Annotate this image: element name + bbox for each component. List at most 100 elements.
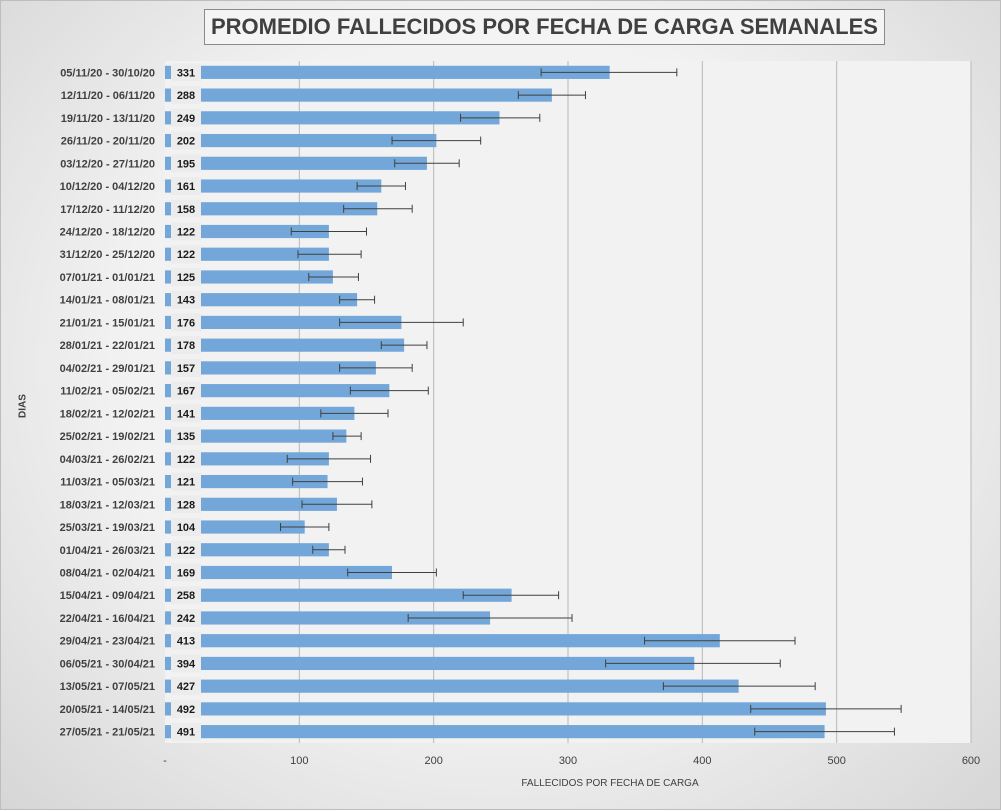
data-label-box	[171, 540, 201, 559]
bar	[165, 293, 358, 307]
data-label-box	[171, 222, 201, 241]
category-label: 06/05/21 - 30/04/21	[60, 658, 155, 670]
bar	[165, 270, 333, 284]
data-label: 394	[177, 658, 196, 670]
data-label: 176	[177, 317, 195, 329]
data-label: 122	[177, 545, 195, 557]
x-tick-label: 200	[424, 755, 442, 767]
category-label: 26/11/20 - 20/11/20	[61, 136, 155, 148]
category-label: 22/04/21 - 16/04/21	[60, 613, 155, 625]
bar	[165, 247, 329, 261]
data-label-box	[171, 608, 201, 627]
category-label: 27/05/21 - 21/05/21	[60, 727, 155, 739]
category-label: 13/05/21 - 07/05/21	[60, 681, 155, 693]
data-label: 202	[177, 136, 195, 148]
bar	[165, 679, 739, 693]
data-label: 161	[177, 181, 195, 193]
data-label: 288	[177, 90, 195, 102]
category-label: 24/12/20 - 18/12/20	[60, 227, 155, 239]
bar	[165, 338, 405, 352]
category-label: 19/11/20 - 13/11/20	[61, 113, 155, 125]
data-label-box	[171, 449, 201, 468]
data-label: 413	[177, 636, 195, 648]
category-label: 14/01/21 - 08/01/21	[60, 295, 155, 307]
data-label: 331	[177, 67, 195, 79]
category-label: 07/01/21 - 01/01/21	[60, 272, 155, 284]
bar	[165, 588, 512, 602]
data-label: 167	[177, 386, 195, 398]
bar	[165, 65, 610, 79]
data-label-box	[171, 563, 201, 582]
category-label: 17/12/20 - 11/12/20	[60, 204, 155, 216]
data-label: 122	[177, 454, 195, 466]
data-label: 128	[177, 499, 195, 511]
x-axis-title: FALLECIDOS POR FECHA DE CARGA	[521, 778, 699, 789]
category-label: 15/04/21 - 09/04/21	[60, 590, 155, 602]
x-tick-label: 300	[559, 755, 577, 767]
data-label-box	[171, 358, 201, 377]
bar	[165, 656, 695, 671]
data-label-box	[171, 677, 201, 696]
category-label: 05/11/20 - 30/10/20	[60, 67, 155, 79]
data-label-box	[171, 722, 201, 741]
category-label: 31/12/20 - 25/12/20	[60, 249, 155, 261]
bar	[165, 133, 437, 148]
category-label: 03/12/20 - 27/11/20	[60, 158, 155, 170]
data-label-box	[171, 336, 201, 355]
bar	[165, 224, 329, 239]
bar	[165, 156, 427, 170]
data-label-box	[171, 631, 201, 650]
category-label: 01/04/21 - 26/03/21	[60, 545, 155, 557]
data-label: 258	[177, 590, 195, 602]
category-label: 04/02/21 - 29/01/21	[60, 363, 155, 375]
data-label-box	[171, 131, 201, 150]
x-tick-label: 600	[962, 755, 980, 767]
bar	[165, 406, 355, 420]
data-label-box	[171, 404, 201, 423]
category-label: 29/04/21 - 23/04/21	[60, 636, 155, 648]
data-label-box	[171, 699, 201, 718]
data-label: 427	[177, 681, 195, 693]
category-label: 11/02/21 - 05/02/21	[60, 386, 155, 398]
category-label: 12/11/20 - 06/11/20	[61, 90, 155, 102]
bar	[165, 361, 376, 375]
data-label: 121	[177, 477, 195, 489]
data-label: 122	[177, 227, 195, 239]
data-label-box	[171, 427, 201, 446]
data-label: 249	[177, 113, 195, 125]
bar	[165, 611, 491, 625]
data-label-box	[171, 199, 201, 218]
bar	[165, 384, 390, 398]
bar	[165, 315, 402, 330]
data-label-box	[171, 177, 201, 196]
x-tick-label: -	[163, 755, 167, 767]
category-label: 28/01/21 - 22/01/21	[60, 340, 155, 352]
data-label-box	[171, 267, 201, 286]
data-label: 242	[177, 613, 195, 625]
bar	[165, 702, 826, 716]
bar	[165, 88, 552, 102]
bar	[165, 429, 347, 443]
data-label-box	[171, 86, 201, 105]
data-label: 195	[177, 158, 195, 170]
data-label: 169	[177, 568, 195, 580]
data-label: 491	[177, 727, 195, 739]
data-label: 122	[177, 249, 195, 261]
data-label: 178	[177, 340, 195, 352]
category-label: 20/05/21 - 14/05/21	[60, 704, 155, 716]
data-label: 157	[177, 363, 195, 375]
data-label-box	[171, 381, 201, 400]
data-label-box	[171, 654, 201, 673]
bar	[165, 111, 500, 125]
category-label: 18/02/21 - 12/02/21	[60, 408, 155, 420]
data-label: 141	[177, 408, 195, 420]
data-label-box	[171, 290, 201, 309]
data-label: 158	[177, 204, 195, 216]
data-label: 492	[177, 704, 195, 716]
category-label: 08/04/21 - 02/04/21	[60, 568, 155, 580]
bar	[165, 202, 378, 216]
bar	[165, 565, 393, 580]
x-tick-label: 500	[827, 755, 845, 767]
category-label: 25/02/21 - 19/02/21	[60, 431, 155, 443]
